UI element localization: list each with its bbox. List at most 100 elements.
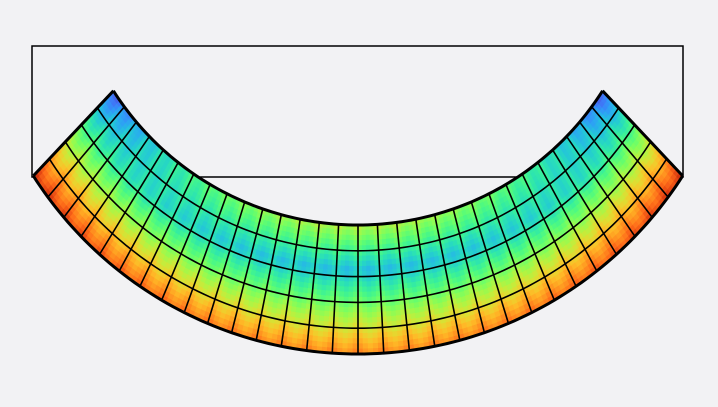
field-cell	[342, 337, 349, 344]
field-cell	[386, 253, 393, 261]
field-cell	[366, 291, 373, 298]
field-cell	[372, 342, 379, 349]
field-cell	[381, 228, 387, 235]
field-cell	[371, 306, 378, 313]
field-cell	[366, 281, 372, 288]
field-cell	[312, 330, 319, 337]
field-cell	[366, 286, 372, 293]
field-cell	[322, 331, 329, 338]
field-cell	[345, 229, 351, 236]
field-cell	[372, 332, 379, 339]
field-cell	[337, 342, 344, 349]
field-cell	[361, 240, 367, 246]
field-cell	[362, 317, 368, 324]
field-cell	[339, 286, 345, 293]
field-cell	[343, 317, 349, 324]
field-cell	[316, 289, 323, 296]
field-cell	[371, 291, 377, 298]
field-cell	[381, 238, 387, 245]
field-cell	[325, 228, 331, 235]
field-cell	[321, 289, 327, 297]
field-cell	[367, 337, 374, 344]
field-cell	[316, 341, 324, 348]
field-cell	[391, 315, 398, 322]
field-cell	[348, 281, 354, 288]
field-cell	[348, 286, 354, 293]
field-cell	[348, 317, 354, 324]
field-cell	[369, 234, 375, 241]
field-cell	[393, 279, 399, 286]
field-cell	[314, 309, 321, 317]
field-cell	[319, 310, 326, 317]
field-cell	[316, 284, 323, 291]
field-cell	[372, 317, 378, 324]
field-cell	[344, 260, 350, 267]
field-cell	[318, 263, 325, 270]
field-cell	[342, 332, 349, 339]
field-cell	[367, 343, 374, 350]
field-cell	[341, 229, 347, 236]
field-cell	[370, 260, 376, 267]
field-cell	[369, 229, 375, 236]
field-cell	[365, 229, 371, 236]
field-cell	[366, 265, 372, 272]
field-cell	[344, 265, 350, 272]
field-cell	[323, 258, 329, 266]
field-cell	[321, 232, 327, 240]
field-cell	[391, 253, 397, 260]
field-cell	[326, 279, 332, 287]
field-cell	[322, 341, 329, 348]
field-cell	[311, 340, 319, 347]
field-cell	[344, 255, 350, 262]
field-cell	[362, 338, 369, 344]
field-cell	[387, 264, 393, 271]
field-cell	[322, 336, 329, 343]
field-cell	[338, 317, 344, 324]
field-cell	[392, 341, 400, 348]
field-cell	[391, 258, 397, 265]
field-cell	[385, 238, 391, 245]
field-cell	[389, 284, 395, 291]
field-cell	[367, 306, 373, 313]
field-cell	[386, 315, 393, 323]
field-cell	[329, 233, 335, 240]
field-cell	[312, 335, 319, 342]
field-cell	[328, 254, 334, 261]
field-cell	[388, 279, 395, 286]
field-cell	[366, 255, 372, 262]
field-cell	[381, 233, 387, 240]
field-cell	[344, 286, 350, 293]
field-cell	[343, 306, 349, 313]
field-cell	[385, 228, 391, 235]
field-cell	[365, 239, 371, 246]
field-cell	[387, 258, 393, 266]
field-cell	[371, 286, 377, 293]
field-cell	[337, 337, 344, 344]
field-cell	[392, 330, 399, 338]
field-cell	[384, 279, 390, 287]
field-cell	[343, 312, 349, 319]
field-cell	[348, 307, 354, 313]
field-cell	[345, 239, 351, 246]
undeformed-outline	[31, 45, 684, 178]
field-cell	[362, 281, 368, 288]
field-cell	[347, 343, 354, 350]
field-cell	[344, 281, 350, 288]
field-cell	[317, 336, 324, 343]
field-cell	[391, 263, 398, 270]
field-cell	[349, 234, 355, 241]
field-cell	[323, 315, 330, 323]
field-cell	[324, 305, 331, 312]
field-cell	[385, 233, 391, 240]
field-cell	[321, 284, 327, 291]
field-cell	[323, 264, 329, 271]
field-cell	[362, 286, 368, 293]
field-cell	[395, 309, 402, 317]
field-cell	[317, 279, 323, 286]
field-cell	[348, 312, 354, 319]
field-cell	[393, 289, 400, 296]
field-cell	[347, 338, 354, 344]
